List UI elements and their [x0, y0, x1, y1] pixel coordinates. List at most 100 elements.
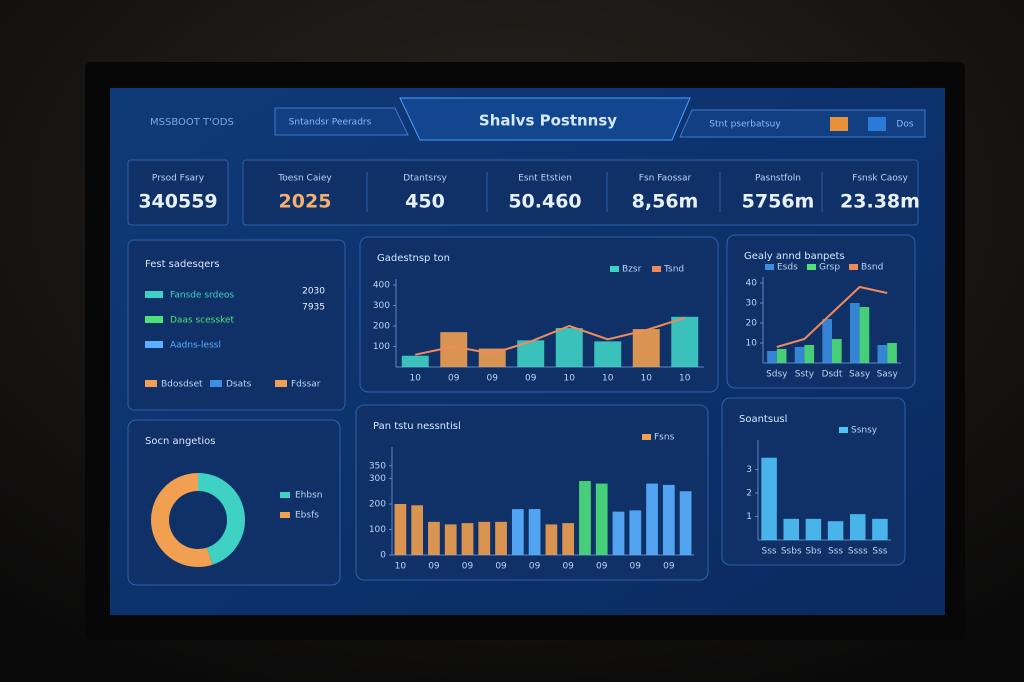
legend-label: Bzsr — [622, 265, 642, 275]
bar — [887, 343, 897, 363]
y-tick-label: 30 — [746, 299, 758, 309]
info-button[interactable] — [868, 117, 886, 131]
kpi-label: Dtantsrsy — [403, 174, 447, 184]
bar — [594, 341, 622, 367]
dashboard-title: Shalvs Postnnsy — [479, 112, 617, 130]
x-tick-label: 10 — [395, 562, 407, 572]
x-tick-label: Sdsy — [766, 370, 788, 380]
line — [415, 316, 686, 356]
bar — [428, 521, 440, 555]
legend-label: Ebsfs — [295, 511, 319, 521]
kpi-value: 340559 — [138, 191, 217, 213]
legend-swatch — [765, 264, 774, 270]
bar — [767, 351, 777, 363]
y-tick-label: 20 — [746, 319, 758, 329]
legend-swatch — [807, 264, 816, 270]
legend-swatch — [849, 264, 858, 270]
y-tick-label: 2 — [746, 489, 752, 499]
bar — [478, 521, 491, 555]
x-tick-label: Sss — [872, 547, 887, 557]
y-tick-label: 100 — [373, 342, 390, 352]
kpi-main-box — [127, 159, 229, 226]
bar — [646, 483, 658, 555]
bar — [629, 510, 642, 555]
bar — [783, 518, 800, 540]
x-tick-label: Ssbs — [781, 547, 802, 557]
bar — [761, 457, 777, 540]
bar — [849, 514, 866, 540]
bar — [440, 332, 468, 367]
chart-title: Gealy annd banpets — [744, 251, 845, 262]
y-tick-label: 300 — [373, 301, 390, 311]
list-swatch — [145, 291, 163, 298]
legend-swatch — [610, 266, 619, 272]
bar — [595, 483, 608, 555]
kpi-row-box — [242, 159, 919, 226]
bar — [877, 345, 888, 363]
brand: MSSBOOT T'ODS — [150, 117, 234, 128]
bar — [662, 484, 675, 555]
bar — [495, 521, 507, 555]
x-tick-label: 09 — [562, 562, 574, 572]
x-tick-label: 09 — [596, 562, 608, 572]
y-tick-label: 400 — [373, 281, 390, 291]
x-tick-label: 10 — [641, 374, 653, 384]
bar — [805, 518, 822, 540]
legend-swatch — [210, 380, 222, 387]
bar — [859, 307, 870, 363]
bar — [794, 347, 805, 363]
kpi-label: Esnt Etstien — [518, 174, 572, 184]
donut-slice — [151, 473, 213, 567]
y-tick-label: 1 — [746, 512, 752, 522]
title-tab — [399, 97, 691, 141]
list-panel — [127, 239, 346, 411]
alert-button[interactable] — [830, 117, 848, 131]
bar — [822, 319, 832, 363]
bar — [612, 511, 625, 555]
bar — [528, 509, 541, 555]
kpi-label: Fsn Faossar — [639, 174, 692, 184]
y-tick-label: 300 — [369, 474, 386, 484]
y-tick-label: 200 — [369, 500, 386, 510]
chart-title: Socn angetios — [145, 436, 215, 447]
chart-title: Soantsusl — [739, 414, 787, 425]
bar — [401, 355, 429, 367]
kpi-value: 5756m — [742, 191, 815, 213]
tab[interactable] — [274, 107, 409, 136]
x-tick-label: Dsdt — [822, 370, 843, 380]
kpi-value: 50.460 — [508, 191, 581, 213]
y-tick-label: 0 — [380, 551, 386, 561]
x-tick-label: 09 — [487, 374, 499, 384]
x-tick-label: 09 — [525, 374, 537, 384]
x-tick-label: 10 — [602, 374, 614, 384]
bar — [562, 523, 575, 555]
donut-slice — [197, 473, 245, 565]
list-item: Aadns-lessl — [170, 341, 221, 351]
list-number: 2030 — [302, 287, 325, 297]
bar — [872, 518, 888, 540]
x-tick-label: 10 — [679, 374, 691, 384]
x-tick-label: Sss — [762, 547, 777, 557]
legend-label: Grsp — [819, 263, 840, 273]
legend-label: Fsns — [654, 433, 675, 443]
bar — [555, 328, 583, 367]
y-tick-label: 40 — [746, 279, 758, 289]
kpi-value: 8,56m — [632, 191, 699, 213]
bar — [511, 509, 524, 555]
user-label[interactable]: Dos — [896, 120, 913, 130]
legend-swatch — [145, 380, 157, 387]
list-item: Fansde srdeos — [170, 291, 234, 301]
legend-swatch — [839, 427, 848, 433]
kpi-label: Fsnsk Caosy — [852, 174, 908, 184]
list-item: Daas scessket — [170, 316, 234, 326]
tab-label[interactable]: Sntandsr Peeradrs — [289, 118, 372, 128]
line — [776, 285, 888, 348]
bar — [632, 329, 660, 367]
bar — [849, 303, 860, 363]
status-label: Stnt pserbatsuy — [709, 120, 781, 130]
x-tick-label: 09 — [663, 562, 675, 572]
x-tick-label: Sasy — [849, 370, 871, 380]
kpi-label: Pasnstfoln — [755, 174, 801, 184]
